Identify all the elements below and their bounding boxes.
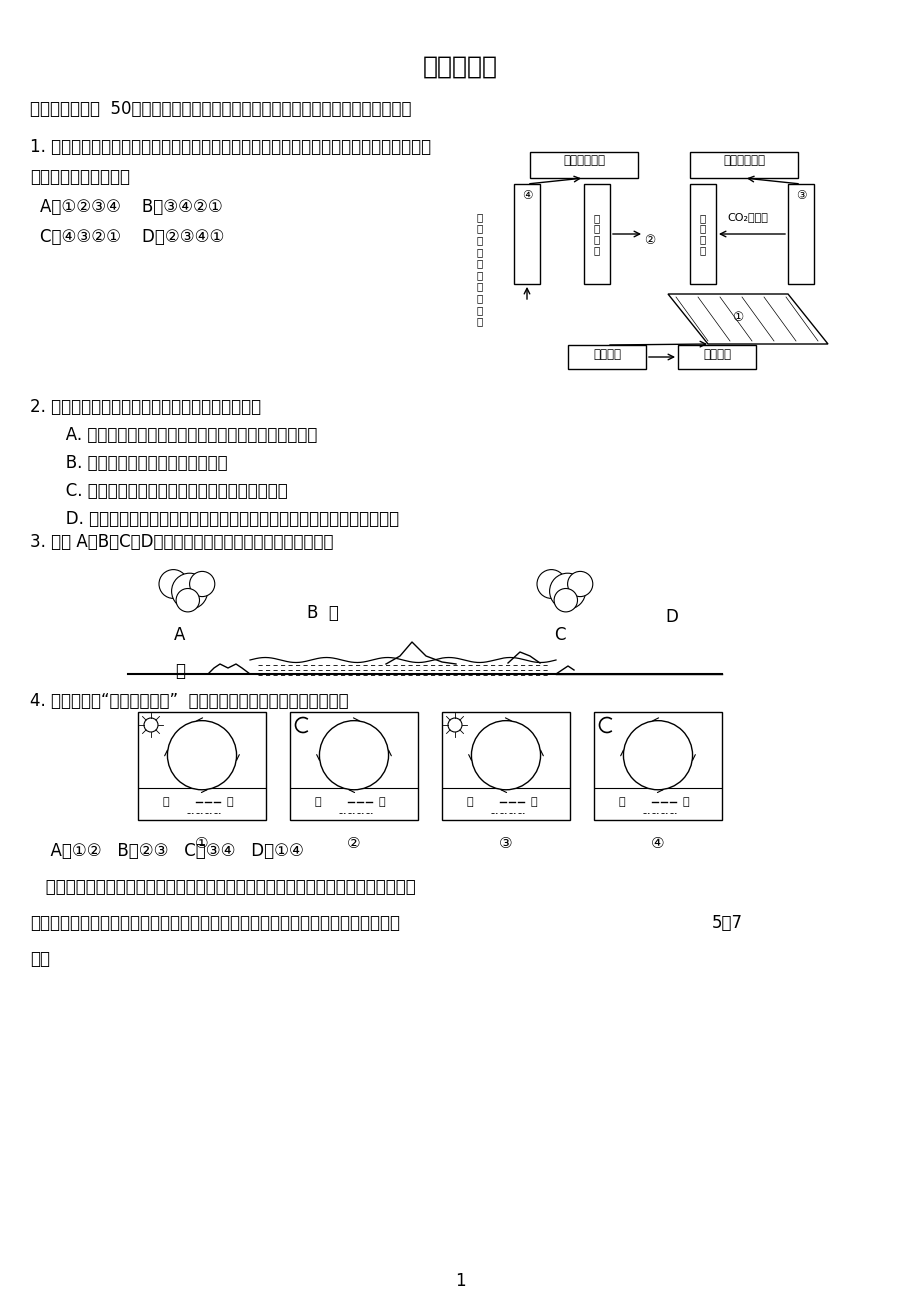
Text: ②: ② xyxy=(346,837,360,851)
Text: 海: 海 xyxy=(682,797,688,807)
Bar xyxy=(594,711,721,820)
Text: A｡①②③④    B｡③④②①: A｡①②③④ B｡③④②① xyxy=(40,198,222,216)
Text: B. 阴天云量多，大气的保温作用强: B. 阴天云量多，大气的保温作用强 xyxy=(50,453,227,472)
Text: D. 阴天云量多，白天削弱了到达地面的太阳辐射，夜间增强了大气逆辐射: D. 阴天云量多，白天削弱了到达地面的太阳辐射，夜间增强了大气逆辐射 xyxy=(50,509,399,528)
Text: A. 阴天云量多，大气对流旺盛，把大部分热量传给大气: A. 阴天云量多，大气对流旺盛，把大部分热量传给大气 xyxy=(50,426,317,444)
Text: 5～7: 5～7 xyxy=(711,913,743,932)
Bar xyxy=(289,711,417,820)
Text: 地面增温: 地面增温 xyxy=(702,348,731,361)
Circle shape xyxy=(623,721,692,790)
Circle shape xyxy=(176,589,199,612)
Circle shape xyxy=(549,573,585,610)
Text: 2. 一般说来，阴天比晴天的气温日较差小，原因是: 2. 一般说来，阴天比晴天的气温日较差小，原因是 xyxy=(30,397,261,416)
Bar xyxy=(689,184,715,284)
Text: ②: ② xyxy=(643,233,655,246)
Text: 4. 读下面四幅“海陆风示意图”  ，判断近地面大气运动的正确流向是: 4. 读下面四幅“海陆风示意图” ，判断近地面大气运动的正确流向是 xyxy=(30,692,348,710)
Circle shape xyxy=(144,718,158,732)
Text: C. 阴天大气水汽含量多，水汽强烈吸收地面辐射: C. 阴天大气水汽含量多，水汽强烈吸收地面辐射 xyxy=(50,482,288,500)
Circle shape xyxy=(567,572,592,597)
Circle shape xyxy=(189,572,214,597)
Text: B  海: B 海 xyxy=(307,605,338,622)
Circle shape xyxy=(471,721,540,790)
Text: 1: 1 xyxy=(454,1272,465,1290)
Text: A｡①②   B｡②③   C｡③④   D｡①④: A｡①② B｡②③ C｡③④ D｡①④ xyxy=(40,842,303,860)
Text: 射向宇宙空间: 射向宇宙空间 xyxy=(722,154,765,167)
Text: 1. 读大气对地面的保温作用示意图，图中太阳辐射、地面辐射、大气辐射、大气逆辐射的: 1. 读大气对地面的保温作用示意图，图中太阳辐射、地面辐射、大气辐射、大气逆辐射… xyxy=(30,138,431,156)
Circle shape xyxy=(167,721,236,790)
Circle shape xyxy=(159,569,187,598)
Bar xyxy=(529,152,637,179)
Text: 而引起城市和郊区之间的小型热力环流，称之为城市风。读城市风示意图如下，回答: 而引起城市和郊区之间的小型热力环流，称之为城市风。读城市风示意图如下，回答 xyxy=(30,913,400,932)
Circle shape xyxy=(448,718,461,732)
Text: 大气测试题: 大气测试题 xyxy=(422,55,497,79)
Text: 大
气
吸
收: 大 气 吸 收 xyxy=(594,212,599,255)
Polygon shape xyxy=(667,294,827,344)
Text: ③: ③ xyxy=(795,189,805,202)
Circle shape xyxy=(319,721,388,790)
Bar xyxy=(567,345,645,369)
Text: 大
气
吸
收: 大 气 吸 收 xyxy=(699,212,706,255)
Text: 陆: 陆 xyxy=(618,797,625,807)
Text: 一、选择题（共  50分，下列各题均有四个选项，其中只有一项是符合题意要求的）: 一、选择题（共 50分，下列各题均有四个选项，其中只有一项是符合题意要求的） xyxy=(30,100,411,119)
Bar xyxy=(584,184,609,284)
Text: 陆: 陆 xyxy=(466,797,473,807)
Bar xyxy=(788,184,813,284)
Text: C: C xyxy=(553,625,565,644)
Bar xyxy=(677,345,755,369)
Text: C｡④③②①    D｡②③④①: C｡④③②① D｡②③④① xyxy=(40,228,224,246)
Text: A: A xyxy=(174,625,186,644)
Text: 海: 海 xyxy=(227,797,233,807)
Text: CO₂，水汽: CO₂，水汽 xyxy=(726,212,767,222)
Text: ④: ④ xyxy=(651,837,664,851)
Text: ③: ③ xyxy=(499,837,512,851)
Circle shape xyxy=(553,589,577,612)
Text: 陆: 陆 xyxy=(314,797,321,807)
Text: ①: ① xyxy=(195,837,209,851)
Bar xyxy=(441,711,570,820)
Text: 由于城市人口集中，工业发达，释放了大量的人为热量，导致城市气温高于郊区，从: 由于城市人口集中，工业发达，释放了大量的人为热量，导致城市气温高于郊区，从 xyxy=(30,878,415,896)
Text: 3. 图中 A、B、C、D处于同一纬度，四地中昼夜温差最小的是: 3. 图中 A、B、C、D处于同一纬度，四地中昼夜温差最小的是 xyxy=(30,533,334,551)
Text: 射向宇宙空间: 射向宇宙空间 xyxy=(562,154,605,167)
Text: 陆: 陆 xyxy=(175,662,185,680)
Circle shape xyxy=(172,573,208,610)
Bar xyxy=(514,184,539,284)
Bar xyxy=(138,711,266,820)
Text: 地面吸收: 地面吸收 xyxy=(593,348,620,361)
Text: ①: ① xyxy=(732,310,743,323)
Circle shape xyxy=(537,569,565,598)
Text: 数码代号按顺序依次是: 数码代号按顺序依次是 xyxy=(30,168,130,186)
Text: 海: 海 xyxy=(530,797,537,807)
Bar xyxy=(689,152,797,179)
Text: 大
气
对
地
面
的
保
温
作
用: 大 气 对 地 面 的 保 温 作 用 xyxy=(476,212,482,326)
Text: 海: 海 xyxy=(379,797,385,807)
Text: D: D xyxy=(664,609,677,625)
Text: 题。: 题。 xyxy=(30,950,50,968)
Text: 陆: 陆 xyxy=(163,797,169,807)
Text: ④: ④ xyxy=(521,189,532,202)
